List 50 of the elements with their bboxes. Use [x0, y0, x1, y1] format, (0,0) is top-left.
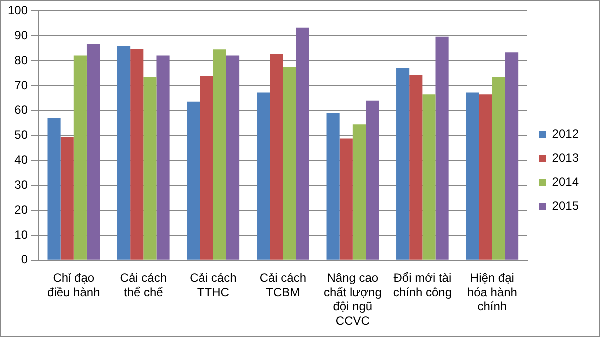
y-tick-label: 80 [14, 53, 28, 68]
x-tick-label: Cải cách thể chế [120, 270, 167, 300]
bar [422, 94, 436, 260]
bar [436, 36, 449, 260]
bar [156, 56, 170, 260]
bar [213, 50, 226, 260]
y-tick-label: 100 [8, 4, 28, 18]
bar [340, 138, 353, 260]
bar [257, 92, 270, 260]
bar [60, 138, 74, 260]
bar [410, 75, 423, 260]
x-tick-label: Cải cách TCBM [260, 270, 307, 300]
bar [396, 68, 410, 260]
bar [506, 52, 519, 260]
y-tick-label: 10 [14, 228, 28, 242]
bar [479, 94, 492, 260]
bar [200, 76, 214, 260]
y-tick-label: 60 [14, 103, 28, 118]
x-tick-label: Cải cách TTHC [190, 270, 237, 300]
y-tick-label: 50 [14, 128, 28, 142]
bar [283, 67, 296, 260]
bar [366, 100, 380, 260]
bar [326, 113, 340, 260]
bar [117, 46, 131, 260]
bar [144, 77, 157, 260]
bar [48, 118, 61, 260]
bar [226, 56, 240, 260]
legend-label: 2012 [552, 126, 580, 141]
bar [270, 54, 284, 260]
legend-label: 2015 [552, 198, 580, 213]
y-tick-label: 70 [14, 78, 28, 92]
y-tick-label: 30 [14, 178, 28, 192]
bar [352, 124, 366, 260]
bar [466, 92, 480, 260]
y-tick-label: 90 [14, 28, 28, 42]
bar [86, 44, 100, 260]
bar [130, 49, 144, 260]
x-tick-label: Chỉ đạo điều hành [48, 270, 100, 300]
bar [492, 77, 506, 260]
y-tick-label: 40 [14, 153, 28, 168]
legend-label: 2013 [552, 150, 580, 165]
bar [296, 28, 310, 260]
y-tick-label: 20 [14, 202, 28, 217]
legend-label: 2014 [552, 174, 580, 189]
bar [74, 56, 87, 260]
bar [187, 102, 200, 260]
x-tick-label: Đổi mới tài chính công [393, 270, 452, 300]
y-tick-label: 0 [21, 252, 28, 267]
x-tick-label: Hiện đại hóa hành chính [467, 270, 518, 314]
x-tick-label: Nâng cao chất lượng đội ngũ CCVC [324, 270, 382, 328]
